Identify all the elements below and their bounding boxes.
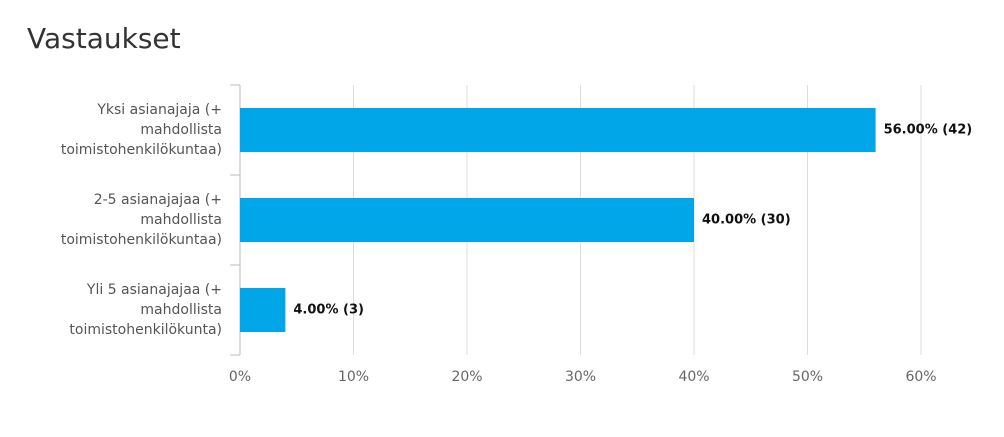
bar	[240, 288, 286, 332]
x-tick-label: 0%	[229, 369, 251, 385]
x-tick-label: 40%	[678, 369, 709, 385]
value-label: 40.00% (30)	[702, 213, 791, 228]
value-label: 4.00% (3)	[293, 303, 364, 318]
x-tick-label: 30%	[565, 369, 596, 385]
x-tick-label: 10%	[338, 369, 369, 385]
x-tick-label: 60%	[905, 369, 936, 385]
bar	[240, 198, 694, 242]
y-tick-label: Yli 5 asianajajaa (+ mahdollista toimist…	[69, 282, 222, 338]
y-tick-label: Yksi asianajaja (+ mahdollista toimistoh…	[60, 102, 222, 158]
bar	[240, 108, 876, 152]
y-tick-label: 2-5 asianajajaa (+ mahdollista toimistoh…	[60, 192, 222, 248]
value-label: 56.00% (42)	[884, 123, 973, 138]
x-tick-label: 50%	[792, 369, 823, 385]
chart-title: Vastaukset	[27, 22, 181, 55]
x-tick-label: 20%	[451, 369, 482, 385]
